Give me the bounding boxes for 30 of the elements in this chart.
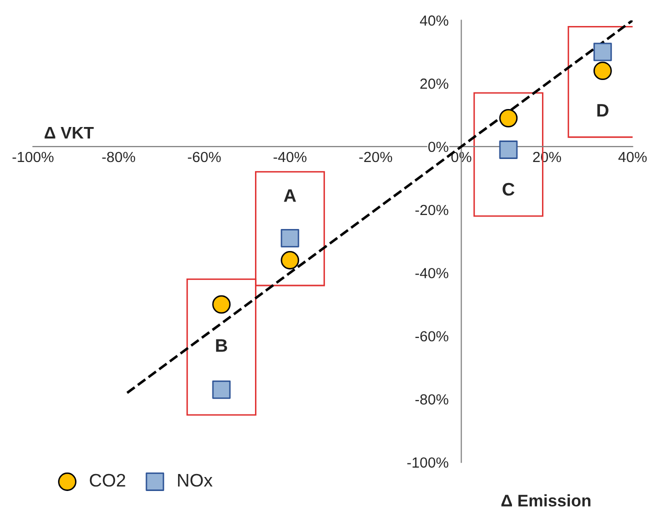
point bbox=[212, 380, 231, 399]
x-tick-label: -80% bbox=[102, 152, 136, 162]
point bbox=[212, 295, 231, 314]
x-tick-label: 40% bbox=[618, 152, 647, 162]
point bbox=[280, 251, 300, 270]
annotation: B bbox=[216, 339, 228, 352]
y-tick-label: -60% bbox=[415, 331, 448, 342]
point bbox=[499, 108, 518, 128]
point bbox=[593, 62, 612, 80]
point bbox=[593, 42, 612, 62]
y-tick-label: 20% bbox=[420, 78, 448, 89]
x-tick-label: -20% bbox=[359, 152, 392, 162]
y-tick-label: 0% bbox=[428, 142, 448, 152]
text: Δ Emission bbox=[501, 494, 590, 507]
x-tick-label: -40% bbox=[274, 152, 306, 162]
legend-label: NOx bbox=[178, 474, 213, 487]
x-tick-label: -60% bbox=[188, 152, 221, 162]
y-tick-label: -20% bbox=[415, 204, 448, 216]
point bbox=[280, 228, 300, 248]
y-tick-label: -100% bbox=[407, 457, 448, 468]
y-tick-label: 40% bbox=[420, 15, 448, 26]
annotation: A bbox=[284, 189, 296, 202]
x-axis-title: Δ VKT bbox=[44, 127, 94, 138]
y-tick-label: -40% bbox=[415, 268, 448, 278]
annotation: D bbox=[597, 104, 608, 117]
x-tick-label: -100% bbox=[12, 152, 54, 162]
y-tick-label: -80% bbox=[415, 394, 448, 405]
annotation: C bbox=[502, 182, 514, 196]
legend-label: CO2 bbox=[90, 474, 126, 487]
point bbox=[499, 140, 518, 159]
